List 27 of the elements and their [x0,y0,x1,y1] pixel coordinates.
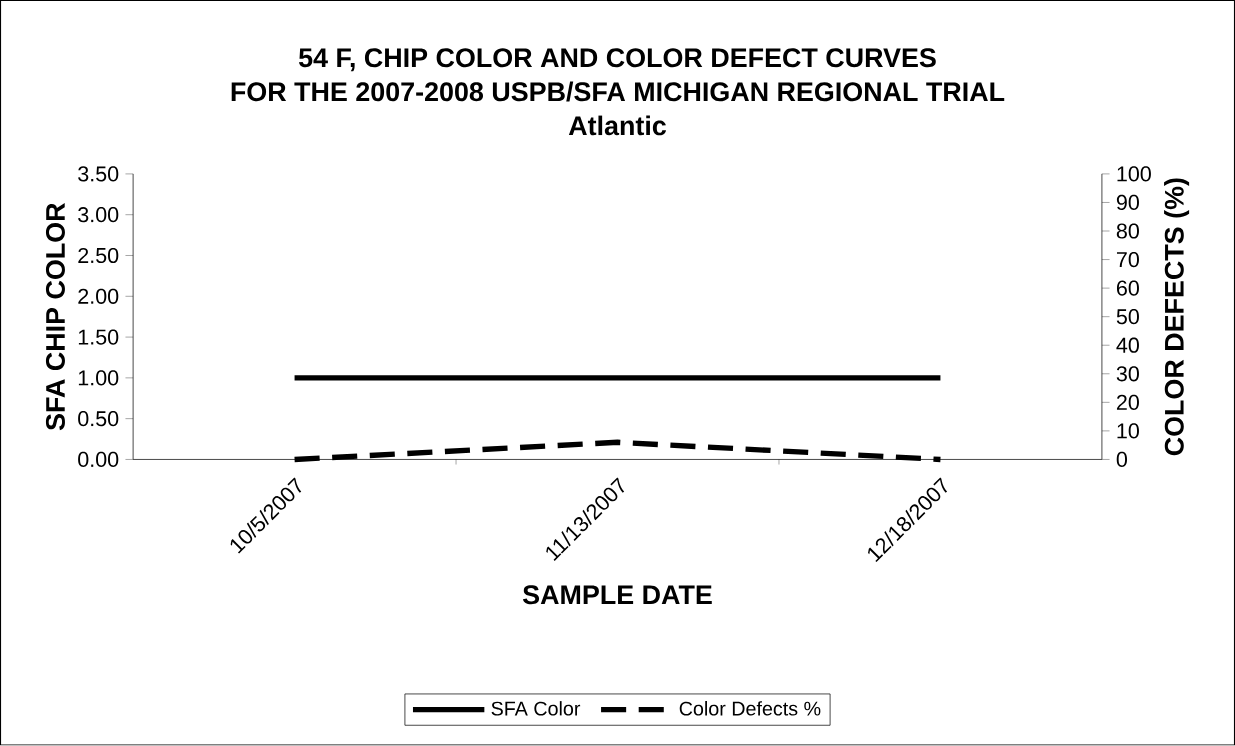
y2-tick-label: 20 [1116,394,1139,411]
chart-subtitle: FOR THE 2007-2008 USPB/SFA MICHIGAN REGIONAL TRIAL [231,81,1005,102]
y-tick-label: 2.00 [78,288,119,305]
y-axis-title: SFA CHIP COLOR [45,203,65,431]
y2-tick-label: 70 [1116,252,1139,268]
y-tick-label: 2.50 [78,248,119,264]
y-tick-label: 1.50 [78,329,119,345]
x-axis-title: SAMPLE DATE [522,585,712,605]
y2-tick-label: 100 [1117,166,1151,182]
y-tick-label: 0.00 [78,452,119,468]
y2-tick-label: 90 [1116,195,1139,211]
y2-axis-title: COLOR DEFECTS (%) [1164,178,1190,456]
y2-tick-label: 60 [1116,280,1139,296]
y-tick-label: 3.00 [78,207,119,223]
y2-tick-label: 0 [1116,452,1128,468]
legend-label: SFA Color [491,701,581,716]
chart-title: 54 F, CHIP COLOR AND COLOR DEFECT CURVES [298,48,936,72]
y-tick-label: 3.50 [78,166,119,182]
y2-tick-label: 50 [1116,309,1139,325]
y-tick-label: 0.50 [78,411,119,427]
y-tick-label: 1.00 [78,370,119,386]
y2-tick-label: 80 [1116,223,1139,239]
y2-tick-label: 10 [1117,423,1139,439]
y2-tick-label: 40 [1116,337,1139,354]
text: Atlantic [568,115,667,136]
y2-tick-label: 30 [1116,366,1139,382]
legend-label: Color Defects % [679,701,821,716]
